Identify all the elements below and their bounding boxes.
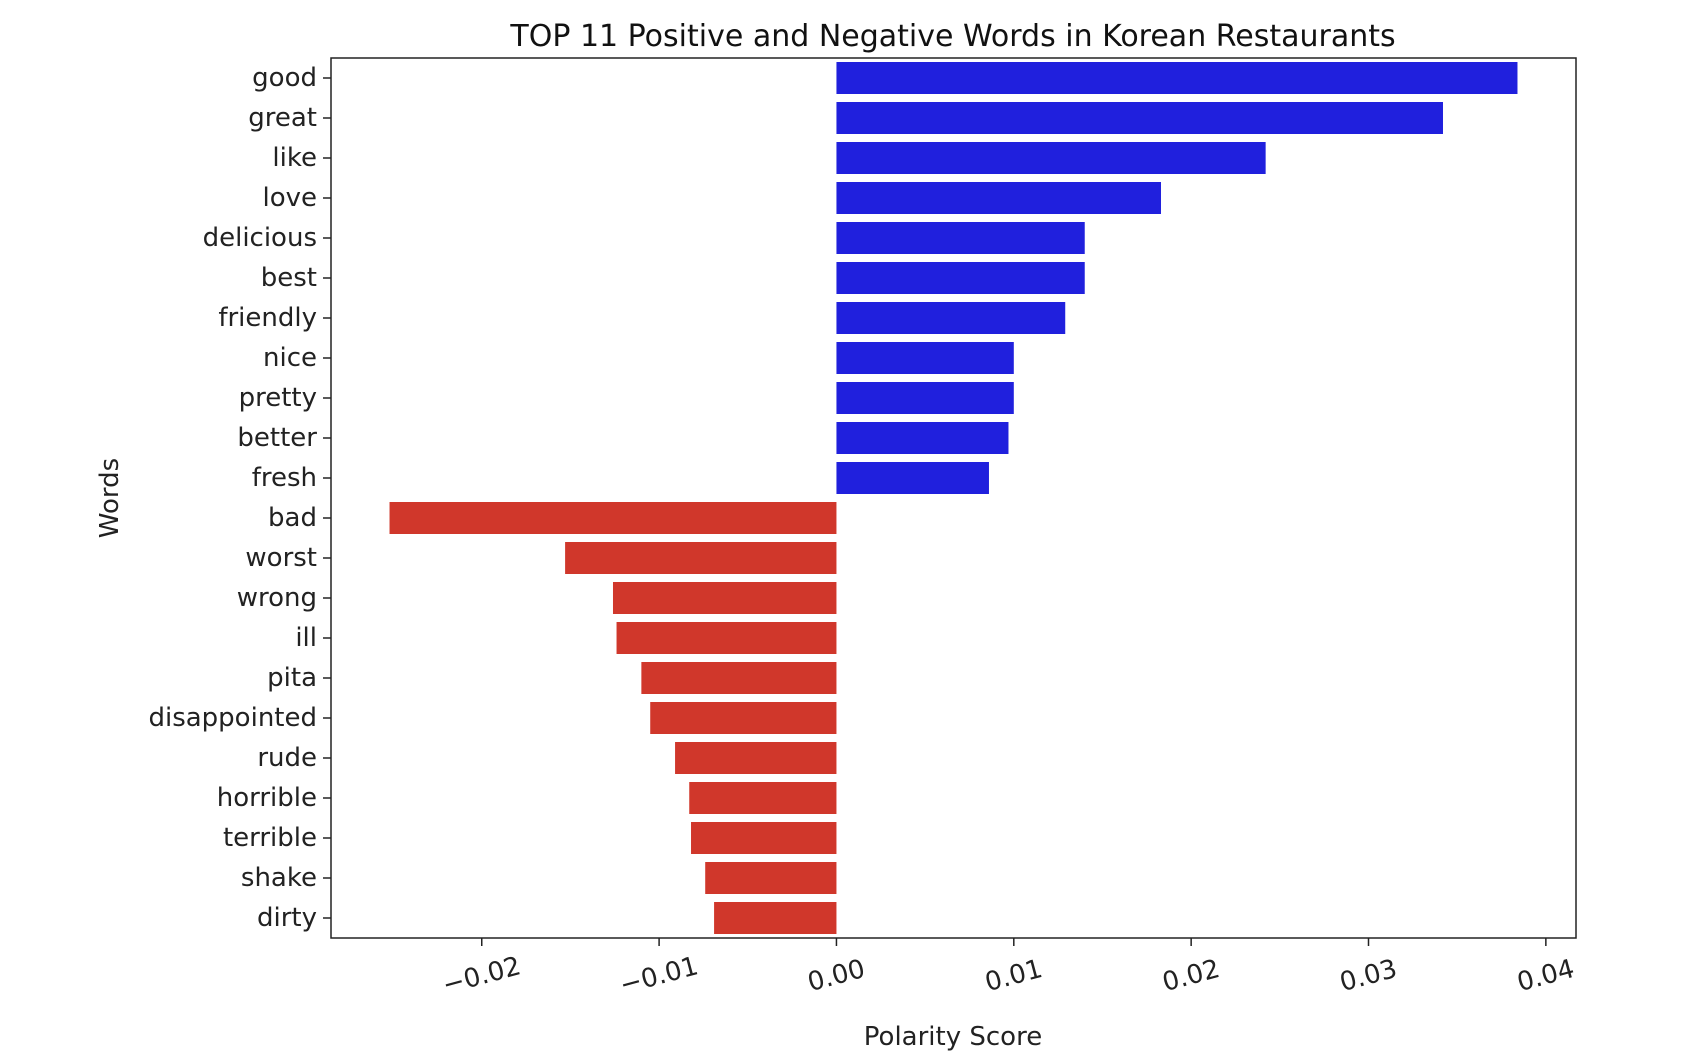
bar-bad — [389, 502, 837, 534]
bar-rude — [675, 742, 837, 774]
y-tick-label-delicious: delicious — [203, 223, 317, 253]
y-tick-label-nice: nice — [263, 343, 317, 373]
y-axis: good great like love delicious best friendly ni… — [148, 63, 331, 933]
y-tick-label-better: better — [237, 423, 317, 453]
y-tick-label-terrible: terrible — [223, 823, 317, 853]
bar-fresh — [836, 462, 989, 494]
bar-disappointed — [650, 702, 837, 734]
x-tick-label: 0.01 — [982, 954, 1046, 998]
chart-title: TOP 11 Positive and Negative Words in Ko… — [509, 19, 1395, 54]
x-axis-label: Polarity Score — [864, 1022, 1042, 1052]
y-tick-label-like: like — [272, 143, 317, 173]
x-tick-label: −0.02 — [439, 951, 524, 1001]
y-tick-label-friendly: friendly — [218, 303, 317, 333]
bar-horrible — [689, 782, 837, 814]
bar-best — [836, 262, 1085, 294]
bar-pita — [641, 662, 837, 694]
y-tick-label-pita: pita — [267, 663, 317, 693]
bar-great — [836, 102, 1443, 134]
bar-ill — [616, 622, 837, 654]
bar-like — [836, 142, 1266, 174]
bar-nice — [836, 342, 1014, 374]
x-axis: −0.02 −0.01 0.00 0.01 0.02 0.03 0.04 — [439, 938, 1578, 1001]
y-tick-label-good: good — [252, 63, 317, 93]
y-tick-label-best: best — [261, 263, 317, 293]
y-tick-label-great: great — [248, 103, 317, 133]
bar-shake — [705, 862, 837, 894]
x-tick-label: 0.00 — [805, 954, 869, 998]
y-tick-label-dirty: dirty — [257, 903, 317, 933]
bar-pretty — [836, 382, 1014, 414]
x-tick-label: 0.03 — [1337, 954, 1401, 998]
y-tick-label-worst: worst — [245, 543, 317, 573]
bar-love — [836, 182, 1161, 214]
y-tick-label-shake: shake — [241, 863, 317, 893]
y-tick-label-disappointed: disappointed — [148, 703, 317, 733]
bar-wrong — [612, 582, 837, 614]
bar-worst — [565, 542, 837, 574]
y-tick-label-rude: rude — [257, 743, 317, 773]
bar-better — [836, 422, 1009, 454]
bar-delicious — [836, 222, 1085, 254]
bars — [389, 62, 1518, 934]
x-tick-label: 0.04 — [1514, 954, 1578, 998]
y-tick-label-fresh: fresh — [252, 463, 317, 493]
bar-terrible — [691, 822, 837, 854]
y-tick-label-horrible: horrible — [217, 783, 317, 813]
plot-frame — [330, 57, 1577, 939]
y-tick-label-pretty: pretty — [239, 383, 317, 413]
y-tick-label-wrong: wrong — [237, 583, 317, 613]
y-tick-label-bad: bad — [268, 503, 317, 533]
y-tick-label-love: love — [262, 183, 317, 213]
bar-dirty — [714, 902, 837, 934]
y-axis-label: Words — [95, 458, 125, 538]
x-tick-label: 0.02 — [1159, 954, 1223, 998]
bar-friendly — [836, 302, 1066, 334]
bar-good — [836, 62, 1518, 94]
x-tick-label: −0.01 — [617, 951, 702, 1001]
y-tick-label-ill: ill — [295, 623, 317, 653]
